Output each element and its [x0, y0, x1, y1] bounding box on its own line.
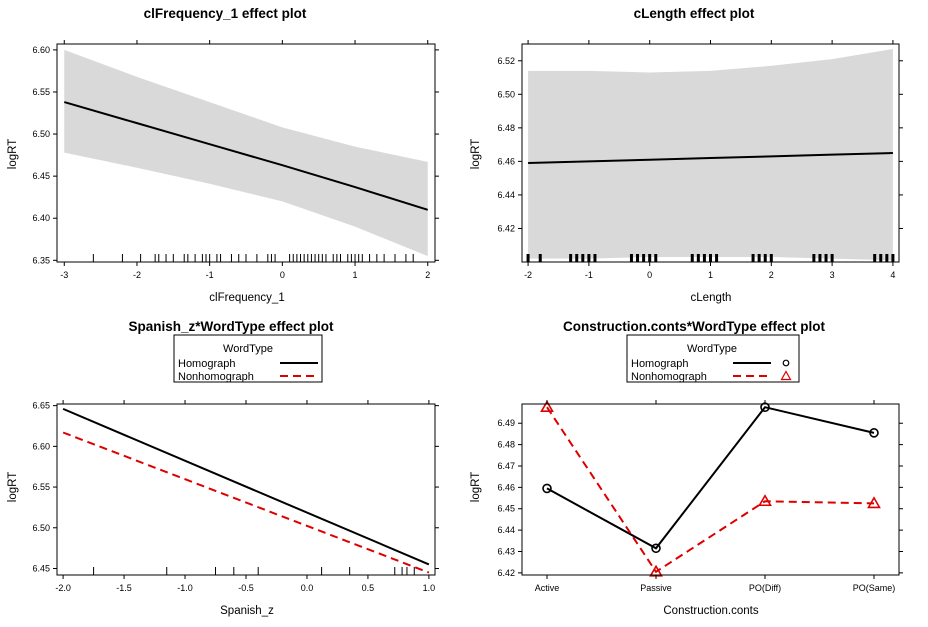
x-tick-label: -2.0 [55, 583, 71, 593]
x-tick-label: 4 [890, 270, 895, 280]
y-tick-label: 6.45 [32, 171, 50, 181]
x-tick-label: -1 [206, 270, 214, 280]
x-tick-label: -2 [524, 270, 532, 280]
y-axis-label: logRT [7, 139, 19, 169]
series-line-nonhomograph [546, 406, 875, 574]
x-tick-label: PO(Same) [853, 583, 896, 593]
legend-label-homograph: Homograph [631, 358, 688, 370]
legend-title: WordType [687, 343, 737, 355]
series-line-nonhomograph [62, 431, 430, 574]
x-tick-label: -1 [585, 270, 593, 280]
x-tick-label: -0.5 [238, 583, 254, 593]
y-tick-label: 6.35 [32, 255, 50, 265]
legend-label-nonhomograph: Nonhomograph [631, 371, 707, 383]
x-tick-label: 2 [769, 270, 774, 280]
y-tick-label: 6.48 [497, 123, 515, 133]
series-line-homograph [546, 406, 875, 550]
y-tick-label: 6.50 [32, 523, 50, 533]
x-tick-label: 1 [353, 270, 358, 280]
series-line-homograph [62, 407, 430, 566]
point-marker-circle [542, 483, 552, 494]
legend-box [173, 334, 323, 383]
confidence-band [528, 49, 893, 261]
point-marker-circle [869, 428, 879, 438]
y-tick-label: 6.40 [32, 213, 50, 223]
panel-clfrequency: clFrequency_1 effect plot clFrequency_1 … [7, 6, 439, 304]
chart-title: Spanish_z*WordType effect plot [128, 319, 334, 334]
y-axis-label: logRT [7, 472, 19, 502]
x-tick-label: Active [535, 583, 560, 593]
point-marker-triangle [758, 494, 772, 507]
y-tick-label: 6.60 [32, 441, 50, 451]
y-tick-label: 6.42 [497, 223, 515, 233]
x-tick-label: 2 [425, 270, 430, 280]
x-tick-label: 3 [830, 270, 835, 280]
y-tick-label: 6.52 [497, 56, 515, 66]
x-tick-label: 1.0 [423, 583, 436, 593]
plot-border [521, 403, 900, 576]
y-tick-label: 6.60 [32, 45, 50, 55]
x-tick-label: -1.5 [116, 583, 132, 593]
y-tick-label: 6.55 [32, 482, 50, 492]
y-tick-label: 6.46 [497, 156, 515, 166]
y-tick-label: 6.45 [497, 504, 515, 514]
effect-line [528, 152, 893, 165]
y-tick-label: 6.50 [497, 89, 515, 99]
x-axis-label: Spanish_z [220, 605, 274, 617]
y-axis-label: logRT [470, 139, 482, 169]
x-tick-label: Passive [640, 583, 672, 593]
x-tick-label: -2 [133, 270, 141, 280]
y-tick-label: 6.43 [497, 546, 515, 556]
x-tick-label: 1 [708, 270, 713, 280]
x-tick-label: 0.5 [362, 583, 375, 593]
chart-title: clFrequency_1 effect plot [144, 6, 307, 21]
y-tick-label: 6.50 [32, 129, 50, 139]
x-tick-label: 0 [280, 270, 285, 280]
legend-title: WordType [223, 343, 273, 355]
effect-line [63, 101, 429, 211]
chart-title: cLength effect plot [634, 6, 755, 21]
y-tick-label: 6.45 [32, 563, 50, 573]
x-axis-label: Construction.conts [663, 605, 758, 617]
panel-clength: cLength effect plot cLength logRT 6.42 6.… [470, 6, 903, 304]
legend-label-homograph: Homograph [178, 358, 235, 370]
point-marker-circle [651, 543, 661, 554]
x-tick-label: 0.0 [301, 583, 314, 593]
y-tick-label: 6.46 [497, 482, 515, 492]
x-tick-label: -3 [60, 270, 68, 280]
confidence-band [64, 49, 428, 257]
x-axis-label: cLength [691, 292, 732, 304]
y-tick-label: 6.47 [497, 461, 515, 471]
legend-label-nonhomograph: Nonhomograph [178, 371, 254, 383]
panel-spanish-z: Spanish_z*WordType effect plot WordType … [7, 319, 439, 617]
x-axis-label: clFrequency_1 [209, 292, 284, 304]
x-tick-label: PO(Diff) [749, 583, 781, 593]
y-axis-label: logRT [470, 472, 482, 502]
point-marker-triangle [540, 400, 554, 413]
y-tick-label: 6.49 [497, 418, 515, 428]
legend-marker-triangle [780, 370, 792, 381]
y-tick-label: 6.44 [497, 525, 515, 535]
chart-title: Construction.conts*WordType effect plot [563, 319, 826, 334]
y-tick-label: 6.48 [497, 440, 515, 450]
plot-border [56, 43, 436, 263]
y-tick-label: 6.55 [32, 87, 50, 97]
legend-box [626, 334, 800, 383]
x-tick-label: 0 [647, 270, 652, 280]
y-tick-label: 6.44 [497, 190, 515, 200]
legend-marker-circle [782, 359, 790, 367]
x-tick-label: -1.0 [177, 583, 193, 593]
panel-construction: Construction.conts*WordType effect plot … [470, 319, 903, 617]
y-tick-label: 6.42 [497, 568, 515, 578]
point-marker-triangle [867, 496, 881, 509]
y-tick-label: 6.65 [32, 401, 50, 411]
